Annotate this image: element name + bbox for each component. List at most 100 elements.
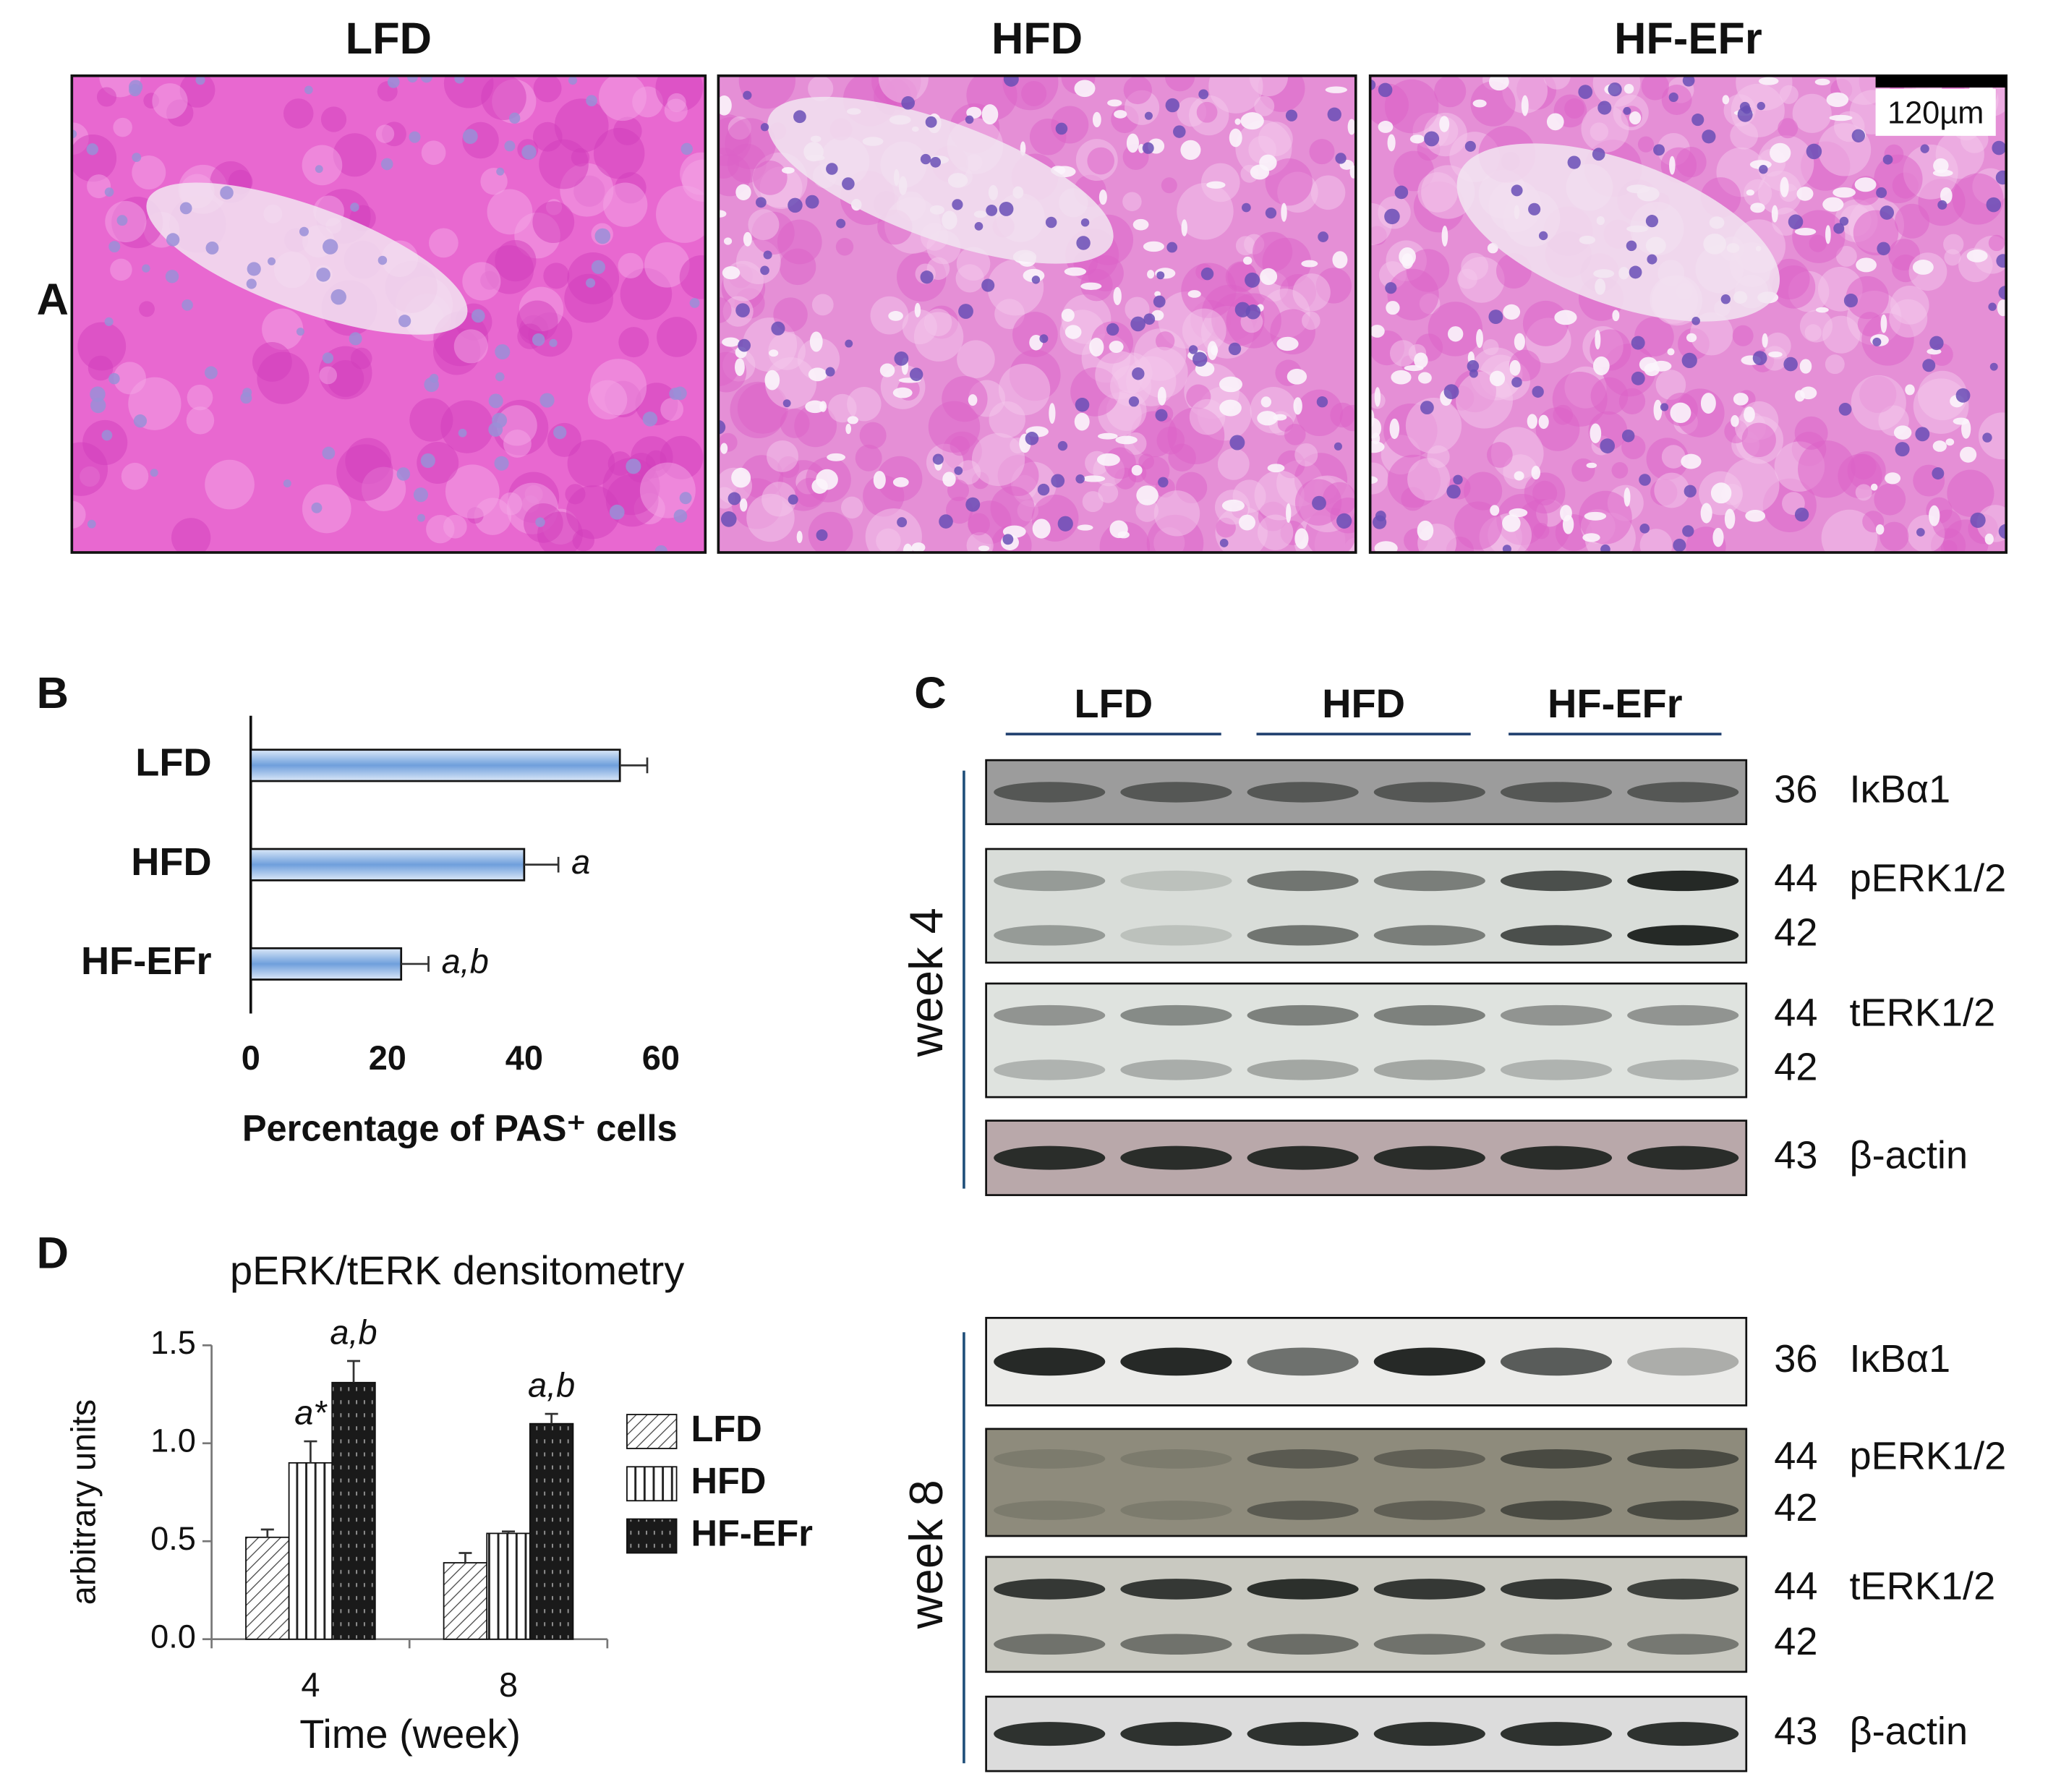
vacuole [731,467,751,488]
nucleus [654,545,668,552]
tissue-texture [429,228,458,258]
tissue-texture [1407,458,1451,501]
nucleus [735,303,750,317]
vacuole [1371,432,1381,445]
vacuole [1712,527,1724,547]
bar [249,947,403,981]
band [1627,1501,1739,1520]
nucleus [1188,345,1198,354]
tissue-texture [152,83,188,119]
nucleus [142,264,150,273]
nucleus [322,446,336,460]
tissue-texture [453,329,488,364]
nucleus [1055,122,1068,135]
vacuole [1514,333,1525,351]
nucleus [1039,334,1049,344]
nucleus [952,199,963,210]
vacuole [1966,249,1988,263]
tissue-texture [1161,177,1177,194]
mw-label: 44 [1774,1565,1817,1608]
nucleus [90,397,106,414]
vacuole [1825,225,1831,244]
nucleus [568,76,578,85]
tissue-texture [1611,462,1629,479]
nucleus [108,372,120,385]
band [1247,1145,1359,1170]
nucleus [760,265,769,276]
nucleus [738,338,751,352]
vacuole [1595,330,1601,350]
tissue-texture [1339,404,1356,432]
nucleus [454,75,465,84]
tissue-texture [1122,192,1142,212]
band [1120,870,1232,892]
vacuole [1870,483,1878,491]
tissue-texture [440,400,494,453]
vacuole [1370,325,1385,338]
nucleus [894,351,909,366]
tissue-texture [96,87,117,107]
tissue-texture [1851,375,1906,431]
vacuole [1259,154,1277,171]
mw-label: 42 [1774,1620,1817,1663]
x-tick-label: 0 [242,1038,260,1077]
band [1500,1347,1613,1376]
tissue-texture [426,515,455,544]
band [1373,1449,1485,1469]
vacuole [1489,370,1506,387]
vacuole [1206,181,1226,189]
nucleus [1057,516,1073,532]
vacuole [1439,116,1450,132]
vacuole [1157,386,1166,406]
nucleus [1242,202,1251,213]
nucleus [1673,538,1686,552]
vacuole [1441,226,1448,247]
nucleus [901,95,916,110]
vacuole [1386,301,1400,315]
band [1120,1449,1232,1469]
image-title: LFD [346,14,432,64]
vacuole [718,210,727,218]
tissue-texture [1217,448,1250,480]
y-axis-label: arbitrary units [64,1399,103,1605]
tissue-texture [738,75,796,109]
nucleus [1843,293,1859,308]
nucleus [299,226,309,236]
band [1500,1004,1613,1026]
vacuole [892,477,909,487]
x-axis-label: Time (week) [299,1711,521,1757]
nucleus [1469,369,1478,378]
nucleus [1915,427,1930,442]
tissue-texture [1470,81,1516,127]
vacuole [1984,533,1994,545]
tissue-texture [1087,147,1114,175]
nucleus [204,366,218,380]
nucleus [1929,336,1944,351]
tissue-texture [1265,158,1313,206]
nucleus [1653,144,1665,156]
vacuole [1724,508,1736,529]
nucleus [782,399,791,408]
nucleus [793,110,806,124]
mw-label: 36 [1774,1337,1817,1381]
nucleus [1173,125,1186,138]
tissue-texture [998,363,1051,416]
tissue-texture [618,327,649,358]
nucleus [680,142,693,155]
vacuole [1815,307,1829,313]
vacuole [1417,372,1432,384]
vacuole [1653,399,1663,421]
nucleus [1025,432,1039,445]
tissue-texture [913,312,964,362]
tissue-texture [657,317,697,357]
chart-title: pERK/tERK densitometry [230,1247,684,1293]
nucleus [1229,435,1245,451]
tissue-texture [532,201,575,244]
legend-label: HF-EFr [691,1512,813,1553]
band [994,1722,1106,1746]
vacuole [722,337,740,347]
vacuole [1710,482,1732,504]
nucleus [1378,82,1393,98]
tissue-texture [1988,234,2005,252]
